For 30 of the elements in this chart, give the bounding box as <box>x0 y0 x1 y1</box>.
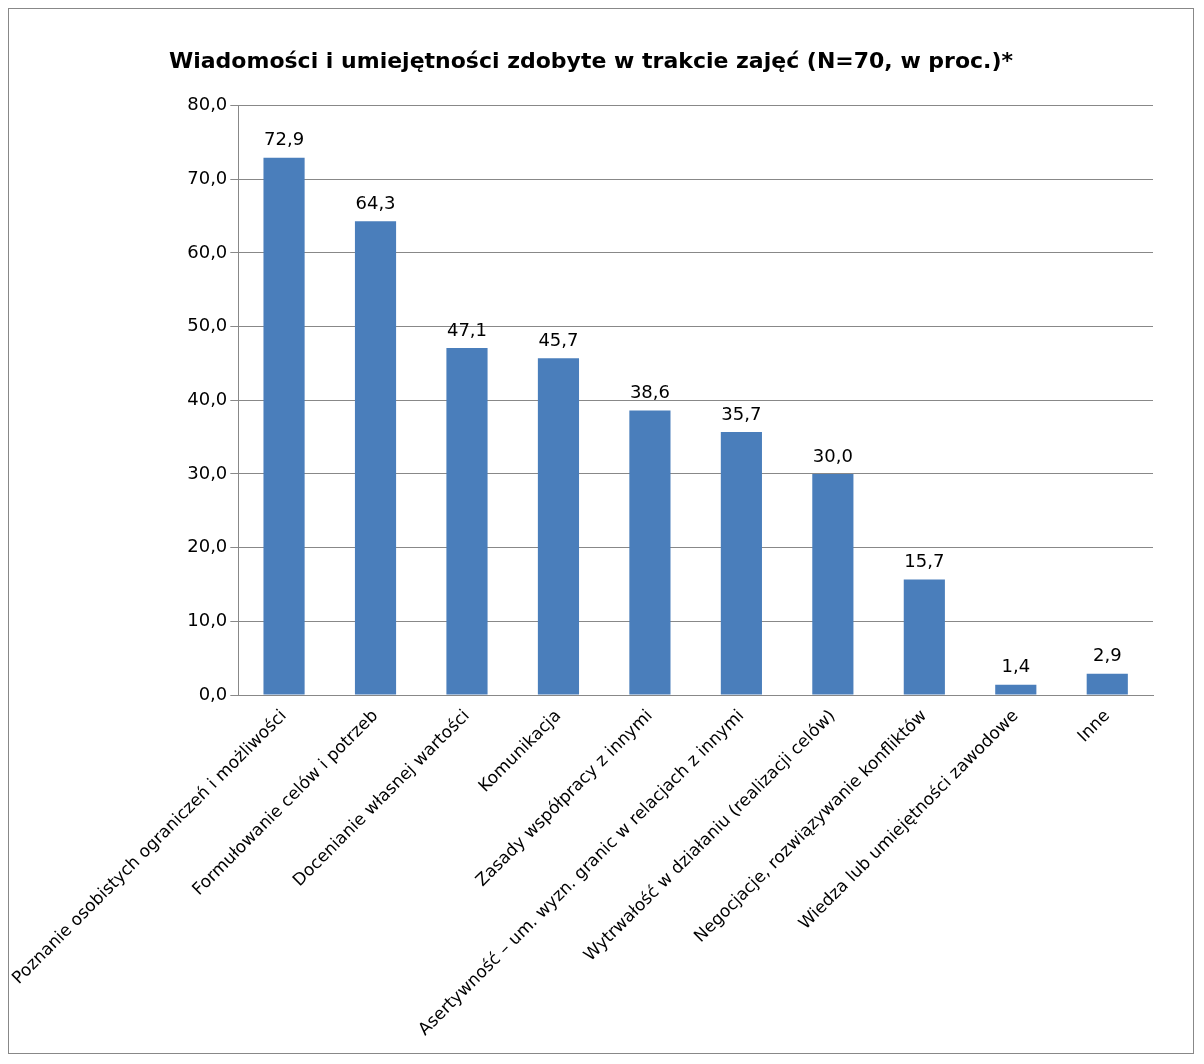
y-tick-label: 30,0 <box>187 461 228 483</box>
bar <box>812 473 854 695</box>
y-tick-label: 60,0 <box>187 240 228 262</box>
y-tick-label: 70,0 <box>187 166 228 188</box>
y-tick-label: 10,0 <box>187 609 228 631</box>
data-label: 2,9 <box>1092 644 1122 666</box>
y-tick-label: 80,0 <box>187 93 228 115</box>
y-tick-label: 0,0 <box>198 682 228 704</box>
data-label: 64,3 <box>355 191 396 213</box>
chart-title: Wiadomości i umiejętności zdobyte w trakcie zajęć (N=70, w proc.)* <box>168 47 1014 73</box>
bar <box>1086 673 1128 695</box>
bar <box>995 684 1037 695</box>
data-label: 1,4 <box>1001 655 1031 677</box>
y-tick-label: 50,0 <box>187 314 228 336</box>
bar <box>629 410 671 695</box>
data-label: 47,1 <box>446 318 488 340</box>
bar <box>354 221 397 695</box>
y-tick-label: 40,0 <box>187 387 228 409</box>
data-label: 30,0 <box>812 444 853 466</box>
data-label: 72,9 <box>264 128 305 150</box>
bar <box>720 431 762 695</box>
bar <box>263 157 305 695</box>
bar <box>903 579 945 695</box>
bar <box>537 358 580 695</box>
data-label: 45,7 <box>538 328 579 350</box>
bar <box>446 347 488 695</box>
data-label: 38,6 <box>629 381 670 403</box>
y-tick-label: 20,0 <box>187 535 228 557</box>
data-label: 15,7 <box>904 550 945 572</box>
data-label: 35,7 <box>721 402 762 424</box>
